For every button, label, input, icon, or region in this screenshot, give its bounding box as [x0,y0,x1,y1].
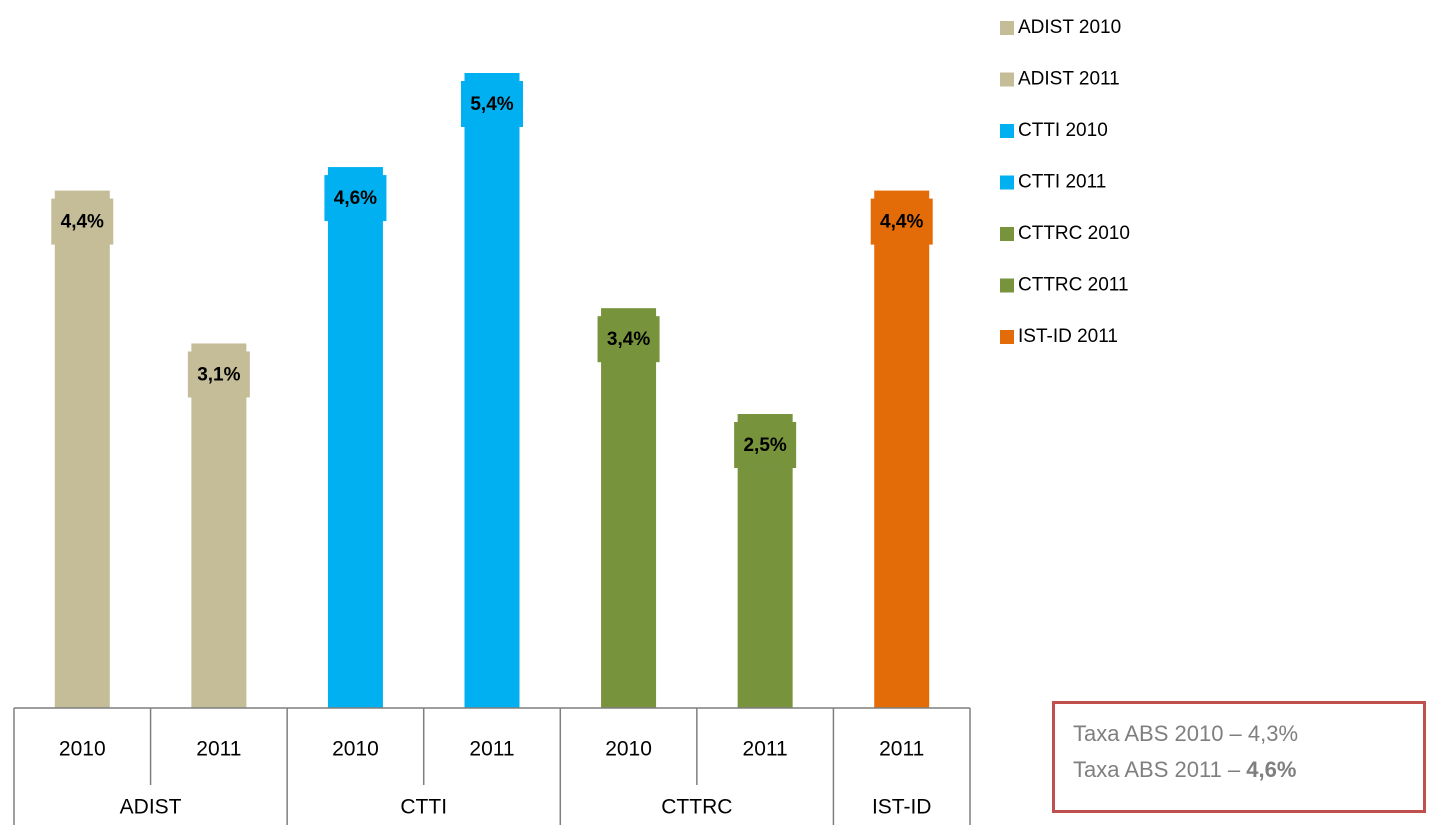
value-label: 4,4% [61,212,104,233]
group-label: IST-ID [872,796,932,819]
annotation-line: Taxa ABS 2010 – 4,3% [1073,716,1423,752]
annotation-box: Taxa ABS 2010 – 4,3% Taxa ABS 2011 – 4,6% [1052,701,1426,813]
value-label: 4,6% [334,188,377,209]
x-tick-label: 2011 [469,738,514,761]
bar [191,343,247,708]
value-label: 3,4% [607,329,650,350]
x-tick-label: 2011 [743,738,788,761]
value-label-bg [870,198,933,245]
value-label: 4,4% [880,212,923,233]
annotation-line: Taxa ABS 2011 – 4,6% [1073,752,1423,788]
legend-swatch [1000,175,1014,190]
legend-swatch [1000,227,1014,241]
legend-swatch [1000,124,1014,138]
x-tick-label: 2010 [59,738,106,761]
legend-label: CTTRC 2010 [1018,223,1130,244]
annotation-text: Taxa ABS 2010 – [1073,721,1248,746]
annotation-value: 4,3% [1247,721,1299,746]
value-label-bg [461,81,523,127]
x-tick-label: 2011 [879,738,924,761]
legend-label: ADIST 2011 [1018,69,1120,90]
annotation-text: Taxa ABS 2011 – [1073,757,1247,782]
legend-swatch [1000,21,1014,35]
value-label-bg [51,198,114,245]
bar [54,190,110,708]
bar [874,190,930,708]
legend-swatch [1000,330,1014,344]
bar [601,308,657,708]
x-tick-label: 2010 [332,738,379,761]
bar [464,73,520,708]
value-label-bg [324,175,387,222]
x-tick-label: 2010 [605,738,652,761]
legend-label: CTTRC 2011 [1018,275,1129,296]
value-label-bg [734,422,797,469]
group-label: ADIST [120,796,182,819]
value-label: 3,1% [197,364,240,385]
legend-label: CTTI 2010 [1018,120,1108,141]
value-label: 2,5% [743,435,786,456]
legend-label: CTTI 2011 [1018,172,1106,193]
value-label-bg [187,351,250,398]
legend-label: ADIST 2010 [1018,17,1121,38]
group-label: CTTI [400,796,447,819]
legend-swatch [1000,278,1014,293]
value-label: 5,4% [470,94,513,115]
legend-label: IST-ID 2011 [1018,326,1118,347]
legend-swatch [1000,72,1014,87]
bar [327,167,383,708]
x-tick-label: 2011 [196,738,241,761]
value-label-bg [597,316,660,363]
group-label: CTTRC [661,796,732,819]
annotation-value: 4,6% [1246,757,1297,782]
